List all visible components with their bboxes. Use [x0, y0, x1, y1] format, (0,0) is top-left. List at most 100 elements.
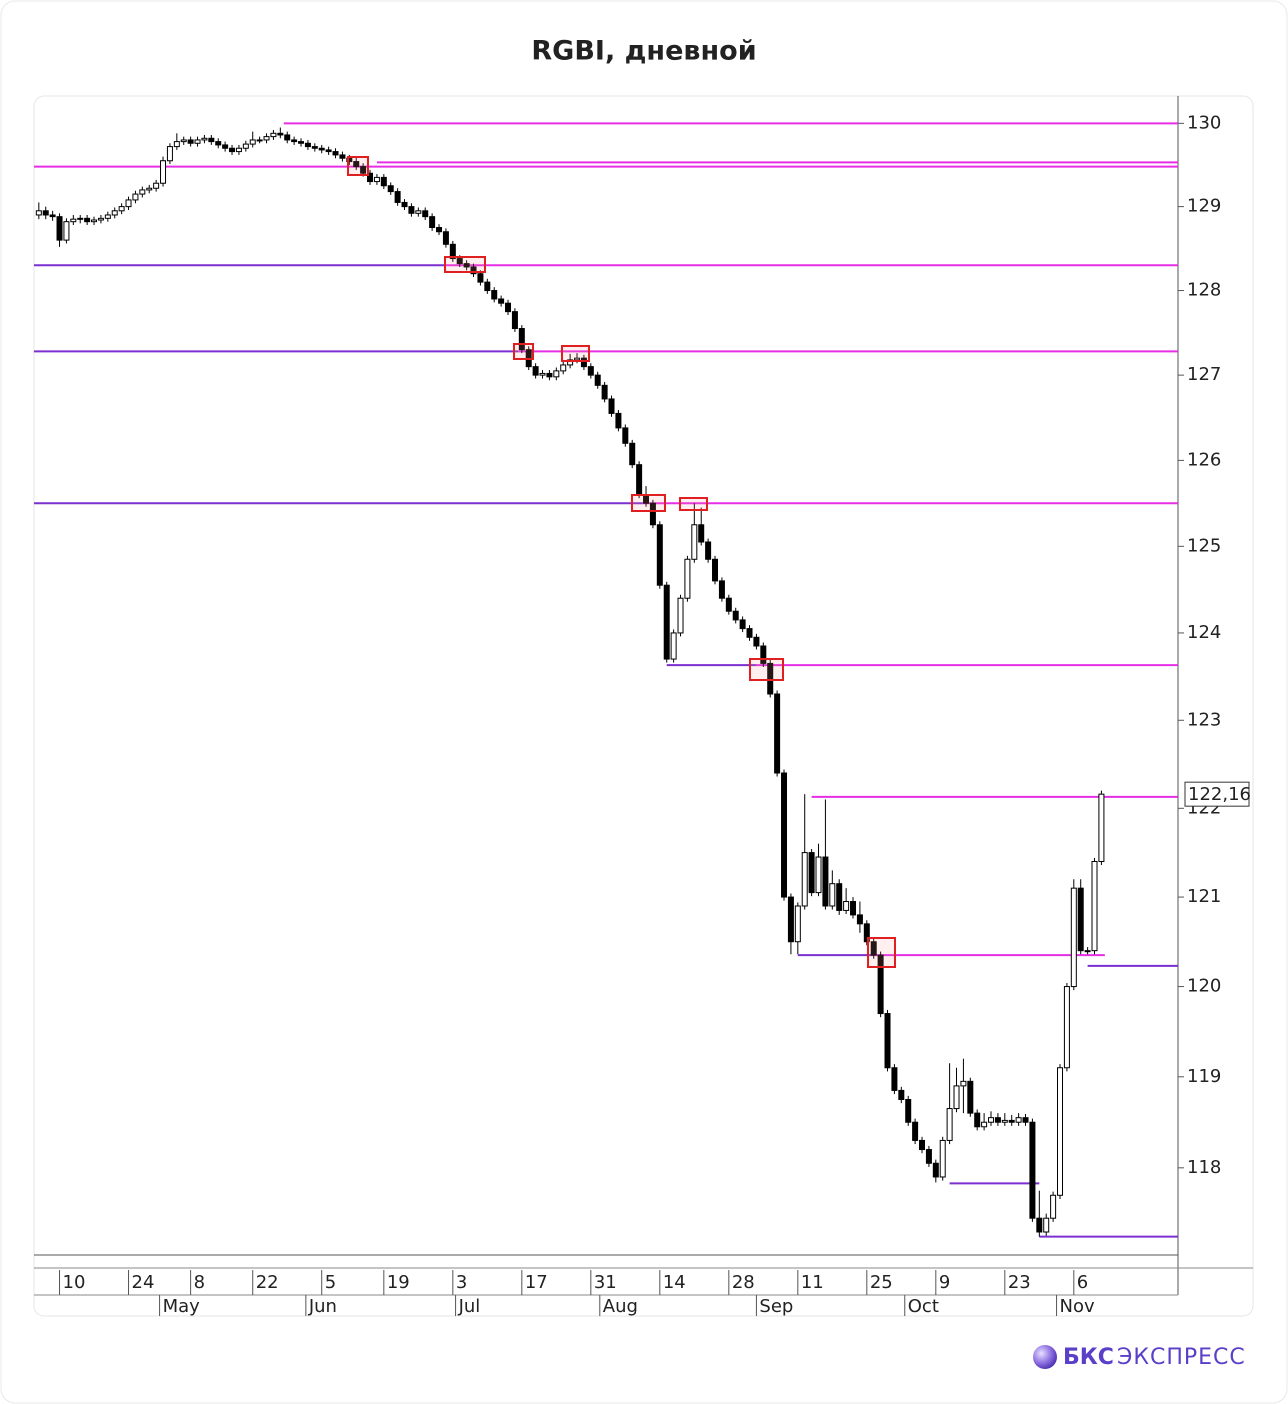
y-tick-label: 119 — [1187, 1066, 1221, 1087]
candle-body — [767, 662, 774, 695]
candle-body — [249, 139, 256, 145]
candle-body — [166, 146, 173, 162]
candle-body — [180, 139, 187, 143]
candle-body — [511, 311, 518, 330]
candle-body — [201, 137, 208, 141]
candle-body — [656, 524, 663, 586]
highlight-box — [679, 497, 708, 511]
candle-body — [263, 136, 270, 141]
highlight-box — [631, 494, 666, 512]
candle-body — [449, 243, 456, 260]
candle-body — [194, 139, 201, 144]
candle-body — [442, 231, 449, 245]
x-tick-label: 5 — [325, 1272, 336, 1293]
candle-body — [1029, 1121, 1036, 1219]
candle-body — [739, 619, 746, 630]
x-tick-label: 19 — [387, 1272, 410, 1293]
x-tick-label: 17 — [525, 1272, 548, 1293]
candle-body — [684, 558, 691, 599]
candle-body — [884, 1013, 891, 1069]
candle-body — [567, 359, 574, 366]
candle-body — [63, 221, 70, 241]
candle-body — [304, 142, 311, 148]
candle-body — [994, 1117, 1001, 1123]
candle-body — [222, 144, 229, 149]
candle-body — [760, 645, 767, 664]
x-tick-label: 10 — [63, 1272, 86, 1293]
candle-body — [677, 597, 684, 634]
candle-body — [49, 214, 56, 218]
y-tick-label: 120 — [1187, 976, 1221, 997]
candle-body — [877, 954, 884, 1015]
candle-body — [346, 157, 353, 163]
candle-body — [615, 412, 622, 429]
candle-body — [394, 191, 401, 203]
candle-body — [698, 524, 705, 543]
candle-body — [229, 147, 236, 153]
x-tick-label: 8 — [194, 1272, 205, 1293]
x-tick-label: 9 — [939, 1272, 950, 1293]
candle-body — [353, 161, 360, 168]
candle-body — [1091, 860, 1098, 952]
candle-body — [560, 364, 567, 372]
candle-body — [822, 856, 829, 907]
x-tick-label: 3 — [456, 1272, 467, 1293]
candle-body — [580, 357, 587, 368]
candle-body — [505, 302, 512, 313]
candle-body — [705, 541, 712, 560]
levels — [34, 122, 1178, 1238]
candle-body — [518, 328, 525, 351]
candle-body — [836, 883, 843, 911]
candle-body — [456, 258, 463, 265]
candle-body — [97, 217, 104, 221]
candle-body — [484, 281, 491, 292]
candle-body — [1036, 1217, 1043, 1233]
x-tick-label: 25 — [870, 1272, 893, 1293]
y-tick-label: 123 — [1187, 709, 1221, 730]
candle-body — [380, 176, 387, 187]
candle-body — [546, 372, 553, 378]
candle-body — [794, 905, 801, 943]
candle-body — [270, 132, 277, 138]
candle-body — [670, 632, 677, 660]
candle-body — [415, 210, 422, 214]
candle-body — [960, 1080, 967, 1087]
y-tick-label: 118 — [1187, 1157, 1221, 1178]
candle-body — [553, 370, 560, 378]
x-tick-label: 22 — [256, 1272, 279, 1293]
candle-body — [732, 610, 739, 621]
candle-body — [850, 901, 857, 916]
candle-body — [146, 187, 153, 191]
y-tick-label: 130 — [1187, 112, 1221, 133]
candle-body — [753, 636, 760, 647]
candle-body — [153, 182, 160, 189]
candle-body — [1022, 1117, 1029, 1123]
candle-body — [325, 149, 332, 153]
candle-body — [208, 137, 215, 143]
candle-body — [111, 210, 118, 216]
chart-title: RGBI, дневной — [531, 36, 756, 67]
highlight-box — [561, 345, 590, 362]
highlight-box — [749, 658, 784, 681]
candle-body — [56, 216, 63, 241]
candle-body — [125, 199, 132, 208]
candle-body — [1057, 1067, 1064, 1196]
x-tick-label: 6 — [1077, 1272, 1088, 1293]
y-tick-label: 121 — [1187, 886, 1221, 907]
candle-body — [725, 597, 732, 612]
candle-body — [891, 1067, 898, 1091]
candle-body — [84, 217, 91, 223]
candle-body — [622, 427, 629, 444]
logo-product: ЭКСПРЕСС — [1117, 1345, 1246, 1370]
month-label: Oct — [908, 1296, 939, 1317]
logo-icon — [1033, 1345, 1057, 1369]
candle-body — [256, 139, 263, 142]
candle-body — [1098, 793, 1105, 862]
candle-body — [42, 210, 49, 216]
candle-body — [77, 217, 84, 220]
candle-body — [808, 852, 815, 894]
y-tick-label: 127 — [1187, 364, 1221, 385]
x-tick-label: 31 — [594, 1272, 617, 1293]
candle-body — [787, 896, 794, 943]
candle-body — [1084, 950, 1091, 953]
